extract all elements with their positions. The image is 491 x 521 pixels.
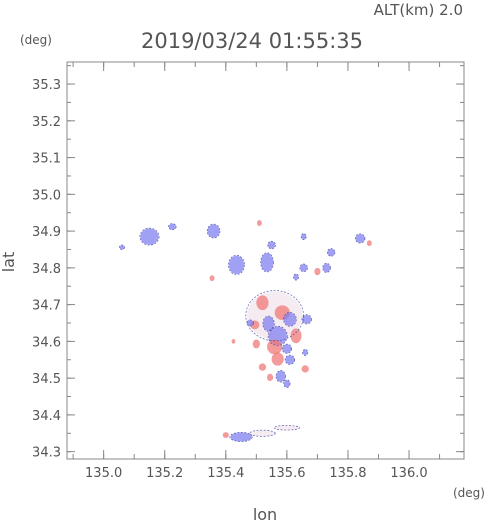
echo-contour — [249, 429, 276, 437]
y-tick-label: 35.2 — [32, 115, 61, 130]
echo-cell-neg — [322, 263, 331, 273]
x-tick-label: 135.2 — [146, 466, 183, 481]
y-tick-label: 34.6 — [32, 335, 61, 350]
echo-cell-neg — [282, 344, 292, 354]
y-axis-ticks: 34.3 34.4 34.5 34.6 34.7 34.8 34.9 35.0 35.1 35.2… — [32, 65, 464, 461]
echo-contour — [284, 354, 296, 365]
echo-cell-neg — [247, 320, 254, 326]
chart-title: 2019/03/24 01:55:35 — [141, 29, 363, 53]
y-tick-label: 34.9 — [32, 225, 61, 240]
echo-cell-neg — [276, 370, 286, 382]
echo-cell-neg — [355, 234, 365, 243]
y-tick-label: 35.3 — [32, 78, 61, 93]
echo-contour — [300, 233, 307, 241]
x-tick-label: 136.0 — [390, 466, 427, 481]
echo-contour — [283, 312, 297, 327]
echo-cell-neg — [168, 223, 177, 230]
echo-contour — [246, 319, 254, 327]
x-tick-label: 135.6 — [268, 466, 305, 481]
echo-cell-neg — [267, 241, 276, 249]
echo-cell-pos — [209, 275, 215, 282]
echo-contour — [293, 273, 299, 281]
echo-cell-pos — [314, 267, 321, 276]
echo-cell-neg — [302, 314, 312, 324]
echo-contour — [228, 254, 245, 275]
echo-cell-neg — [140, 228, 159, 245]
echo-cell-neg — [119, 245, 125, 250]
echo-contour — [355, 233, 366, 244]
echo-contour — [273, 425, 301, 431]
echo-cell-pos — [256, 295, 269, 311]
echo-cell-pos — [271, 352, 284, 366]
echo-contour — [275, 370, 286, 383]
echo-cell-neg — [285, 355, 295, 365]
x-axis-title: lon — [253, 505, 277, 521]
echo-contour — [229, 431, 253, 442]
plot-axes — [66, 61, 465, 460]
altitude-label: ALT(km) 2.0 — [374, 1, 463, 19]
echo-cell-neg — [207, 224, 220, 238]
y-tick-label: 34.7 — [32, 299, 61, 314]
echo-cell-neg — [283, 379, 290, 388]
x-tick-label: 135.0 — [85, 466, 122, 481]
echo-cell-pos — [267, 373, 274, 382]
echo-cell-neg — [230, 432, 252, 442]
y-tick-label: 35.1 — [32, 152, 61, 167]
echo-cell-pos — [222, 432, 229, 439]
echo-contour — [267, 240, 276, 250]
echo-cell-light — [274, 425, 300, 430]
echo-contours — [119, 223, 366, 442]
echo-cell-pos — [231, 339, 236, 344]
echo-cell-pos — [290, 328, 302, 344]
echo-contour — [168, 223, 177, 231]
x-unit-label: (deg) — [453, 486, 485, 500]
echo-cell-neg — [327, 248, 335, 257]
echo-cell-neg — [293, 274, 299, 280]
y-tick-label: 34.3 — [32, 446, 61, 461]
echo-contour — [302, 348, 309, 356]
echo-cell-neg — [302, 349, 308, 356]
echo-contour — [283, 379, 291, 388]
y-tick-label: 35.0 — [32, 188, 61, 203]
echo-field — [119, 220, 372, 442]
echo-contour — [322, 262, 331, 273]
echo-contour — [139, 227, 160, 246]
echo-cell-neg — [260, 253, 274, 272]
y-tick-label: 34.4 — [32, 409, 61, 424]
echo-contour — [119, 244, 125, 250]
echo-cell-light — [250, 430, 275, 437]
x-axis-ticks: 135.0 135.2 135.4 135.6 135.8 136.0 — [72, 62, 441, 481]
echo-cell-neg — [263, 316, 275, 332]
x-tick-label: 135.4 — [207, 466, 244, 481]
echo-contour — [326, 248, 336, 257]
echo-cell-pos — [267, 339, 283, 355]
echo-cell-neg — [228, 255, 245, 275]
echo-contour — [262, 315, 275, 332]
echo-cell-pos — [258, 363, 267, 371]
echo-contour — [299, 263, 308, 273]
echo-cell-pos — [252, 339, 261, 349]
echo-cell-pos — [301, 365, 309, 373]
x-tick-label: 135.8 — [329, 466, 366, 481]
y-unit-label: (deg) — [20, 33, 52, 47]
y-tick-label: 34.5 — [32, 372, 61, 387]
echo-contour — [260, 252, 274, 273]
plot-frame — [66, 61, 465, 460]
echo-contour — [267, 325, 288, 346]
echo-cell-neg — [301, 233, 307, 240]
y-tick-label: 34.8 — [32, 262, 61, 277]
echo-contour — [206, 223, 221, 239]
echo-cell-pos — [366, 240, 372, 247]
y-axis-title: lat — [0, 252, 18, 273]
echo-cell-pos — [256, 220, 262, 226]
echo-cell-neg — [300, 264, 308, 272]
echo-cell-neg — [283, 312, 297, 326]
echo-contour — [301, 314, 312, 325]
echo-contour — [281, 343, 293, 354]
